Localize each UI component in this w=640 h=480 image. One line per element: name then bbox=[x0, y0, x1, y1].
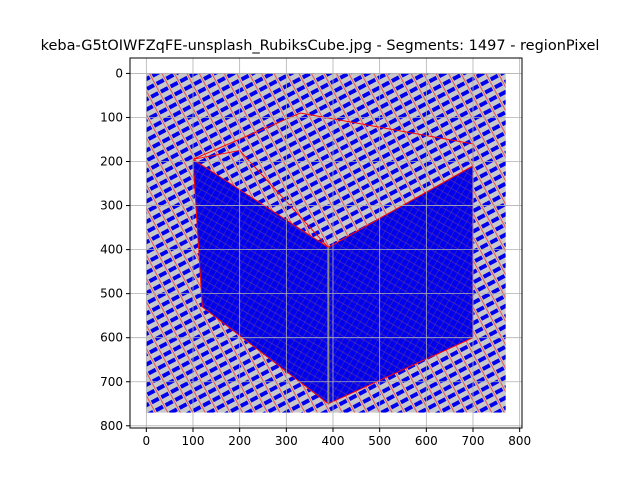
grid bbox=[130, 58, 522, 428]
x-tick-label: 700 bbox=[462, 434, 485, 448]
x-tick-label: 100 bbox=[182, 434, 205, 448]
x-tick-label: 800 bbox=[508, 434, 531, 448]
y-tick-label: 500 bbox=[100, 287, 123, 301]
x-tick-label: 0 bbox=[143, 434, 151, 448]
y-tick-label: 100 bbox=[100, 110, 123, 124]
x-tick-label: 400 bbox=[322, 434, 345, 448]
y-tick-label: 600 bbox=[100, 331, 123, 345]
y-tick-label: 400 bbox=[100, 243, 123, 257]
x-tick-label: 300 bbox=[275, 434, 298, 448]
plot-area bbox=[130, 58, 522, 428]
y-tick-label: 300 bbox=[100, 199, 123, 213]
y-axis: 0 100 200 300 400 500 600 700 800 bbox=[100, 66, 130, 433]
x-axis: 0 100 200 300 400 500 600 700 800 bbox=[143, 428, 531, 448]
y-tick-label: 200 bbox=[100, 155, 123, 169]
chart-title: keba-G5tOIWFZqFE-unsplash_RubiksCube.jpg… bbox=[41, 38, 600, 54]
x-tick-label: 500 bbox=[368, 434, 391, 448]
axes-frame bbox=[129, 57, 523, 429]
y-tick-label: 0 bbox=[115, 66, 123, 80]
x-tick-label: 600 bbox=[415, 434, 438, 448]
y-tick-label: 800 bbox=[100, 419, 123, 433]
y-tick-label: 700 bbox=[100, 375, 123, 389]
x-tick-label: 200 bbox=[228, 434, 251, 448]
